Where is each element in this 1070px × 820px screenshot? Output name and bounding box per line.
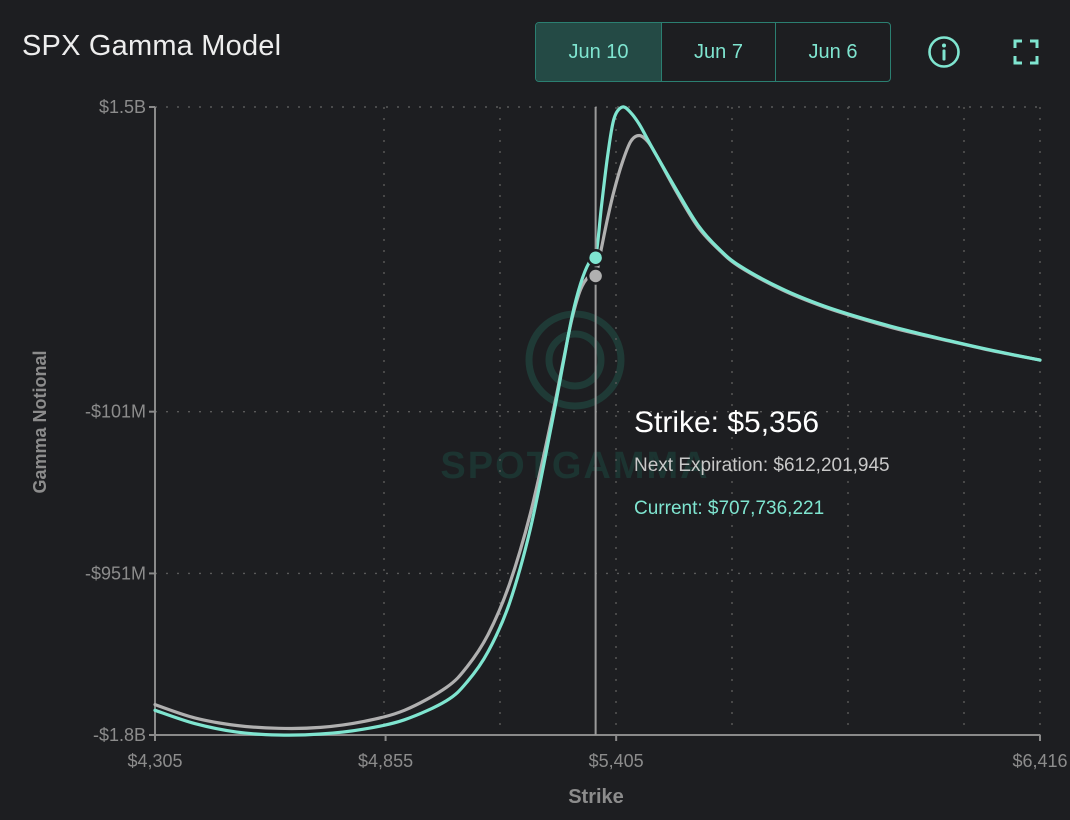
tooltip-strike: Strike: $5,356 [634,406,820,439]
x-tick-labels: $4,305 $4,855 $5,405 $6,416 [127,735,1068,771]
info-icon[interactable] [927,35,961,69]
hover-crosshair [586,107,605,735]
watermark-logo: SPOTGAMMA [440,310,709,487]
x-tick-label: $4,855 [358,751,413,771]
x-axis-label: Strike [568,786,624,808]
tab-jun-7[interactable]: Jun 7 [661,23,775,81]
y-tick-label: -$101M [85,402,146,422]
chart-grid [155,106,1041,735]
page-title: SPX Gamma Model [22,30,282,62]
watermark-ring-inner [545,330,605,390]
tab-jun-10[interactable]: Jun 10 [536,23,661,81]
fullscreen-icon[interactable] [1012,38,1040,66]
hover-point-current [586,248,605,267]
chart-series [153,105,1042,737]
tab-jun-6[interactable]: Jun 6 [775,23,890,81]
chart-axes [154,107,1040,736]
tooltip-current: Current: $707,736,221 [634,498,825,519]
expiration-tabs: Jun 10 Jun 7 Jun 6 [535,22,891,82]
watermark-text: SPOTGAMMA [440,445,709,487]
series-line-current [153,105,1042,737]
x-tick-label: $6,416 [1012,751,1067,771]
y-tick-label: $1.5B [99,97,146,117]
hover-point-next-expiration [586,267,605,285]
watermark-ring [525,310,625,410]
y-tick-label: -$1.8B [93,725,146,745]
y-axis-label: Gamma Notional [30,350,50,493]
x-tick-label: $4,305 [127,751,182,771]
tooltip-next-expiration: Next Expiration: $612,201,945 [634,455,890,476]
y-tick-label: -$951M [85,563,146,583]
y-tick-labels: $1.5B -$101M -$951M -$1.8B [85,97,155,745]
series-line-next-expiration [153,133,1042,731]
x-tick-label: $5,405 [589,751,644,771]
